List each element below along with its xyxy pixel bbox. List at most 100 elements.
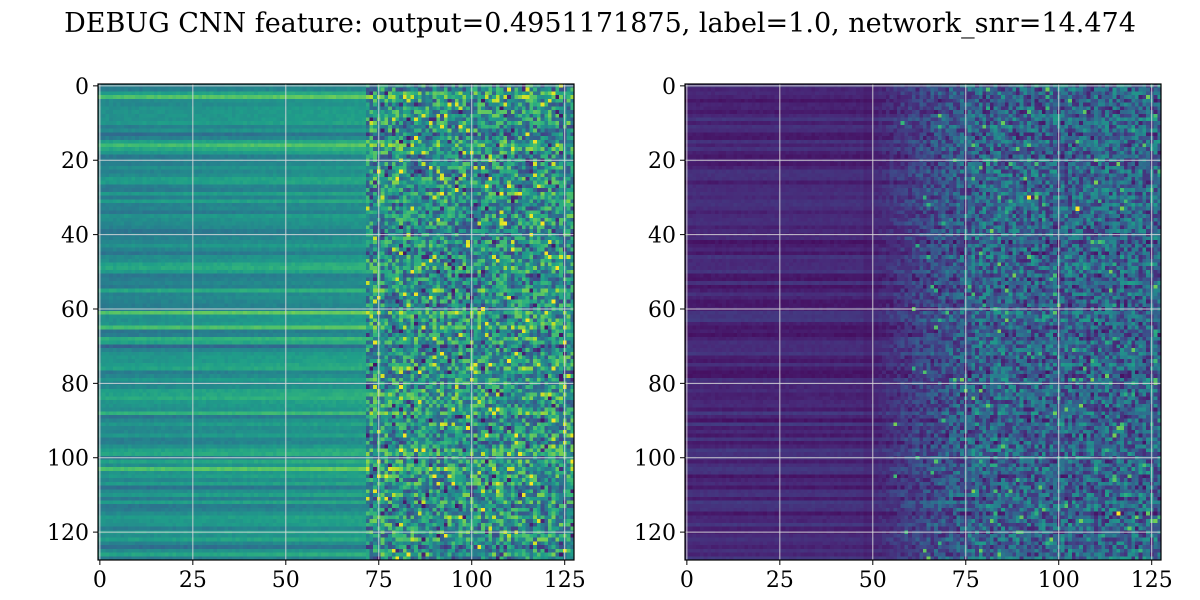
- heatmap-cell: [548, 214, 552, 218]
- heatmap-cell: [224, 170, 228, 174]
- heatmap-cell: [529, 188, 533, 192]
- heatmap-cell: [232, 91, 236, 95]
- heatmap-cell: [280, 162, 284, 166]
- heatmap-cell: [236, 218, 240, 222]
- heatmap-cell: [139, 129, 143, 133]
- heatmap-cell: [462, 103, 466, 107]
- heatmap-cell: [544, 144, 548, 148]
- heatmap-cell: [243, 144, 247, 148]
- heatmap-cell: [529, 106, 533, 110]
- heatmap-cell: [243, 88, 247, 92]
- heatmap-cell: [232, 155, 236, 159]
- heatmap-cell: [280, 192, 284, 196]
- heatmap-cell: [102, 199, 106, 203]
- heatmap-cell: [265, 210, 269, 214]
- heatmap-cell: [176, 144, 180, 148]
- heatmap-cell: [131, 140, 135, 144]
- heatmap-cell: [105, 88, 109, 92]
- heatmap-cell: [381, 218, 385, 222]
- heatmap-cell: [355, 151, 359, 155]
- heatmap-cell: [120, 199, 124, 203]
- heatmap-cell: [511, 91, 515, 95]
- heatmap-cell: [384, 117, 388, 121]
- heatmap-cell: [131, 210, 135, 214]
- heatmap-cell: [314, 99, 318, 103]
- heatmap-cell: [544, 147, 548, 151]
- heatmap-cell: [277, 147, 281, 151]
- heatmap-cell: [381, 188, 385, 192]
- heatmap-cell: [533, 192, 537, 196]
- heatmap-cell: [507, 91, 511, 95]
- heatmap-cell: [474, 203, 478, 207]
- heatmap-cell: [295, 196, 299, 200]
- heatmap-cell: [250, 177, 254, 181]
- heatmap-cell: [503, 184, 507, 188]
- heatmap-cell: [529, 121, 533, 125]
- heatmap-cell: [496, 125, 500, 129]
- heatmap-cell: [548, 218, 552, 222]
- heatmap-cell: [105, 99, 109, 103]
- heatmap-cell: [381, 88, 385, 92]
- heatmap-cell: [440, 192, 444, 196]
- heatmap-cell: [150, 117, 154, 121]
- heatmap-cell: [291, 132, 295, 136]
- heatmap-cell: [221, 166, 225, 170]
- heatmap-cell: [321, 147, 325, 151]
- heatmap-cell: [158, 177, 162, 181]
- heatmap-cell: [128, 147, 132, 151]
- heatmap-cell: [518, 88, 522, 92]
- heatmap-cell: [243, 207, 247, 211]
- heatmap-cell: [347, 177, 351, 181]
- heatmap-cell: [358, 199, 362, 203]
- heatmap-cell: [232, 136, 236, 140]
- heatmap-cell: [187, 192, 191, 196]
- heatmap-cell: [105, 147, 109, 151]
- heatmap-cell: [184, 151, 188, 155]
- heatmap-cell: [381, 151, 385, 155]
- heatmap-cell: [548, 155, 552, 159]
- heatmap-cell: [351, 129, 355, 133]
- heatmap-cell: [150, 203, 154, 207]
- heatmap-cell: [381, 225, 385, 229]
- heatmap-cell: [224, 203, 228, 207]
- heatmap-cell: [343, 170, 347, 174]
- heatmap-cell: [451, 199, 455, 203]
- heatmap-cell: [552, 218, 556, 222]
- heatmap-cell: [236, 207, 240, 211]
- heatmap-cell: [474, 95, 478, 99]
- heatmap-cell: [384, 203, 388, 207]
- heatmap-cell: [355, 125, 359, 129]
- heatmap-cell: [399, 177, 403, 181]
- heatmap-cell: [362, 177, 366, 181]
- heatmap-cell: [336, 91, 340, 95]
- heatmap-cell: [355, 184, 359, 188]
- heatmap-cell: [154, 103, 158, 107]
- heatmap-cell: [429, 166, 433, 170]
- heatmap-cell: [213, 210, 217, 214]
- heatmap-cell: [258, 125, 262, 129]
- heatmap-cell: [228, 144, 232, 148]
- heatmap-cell: [381, 95, 385, 99]
- heatmap-cell: [224, 218, 228, 222]
- heatmap-cell: [518, 188, 522, 192]
- heatmap-cell: [128, 203, 132, 207]
- heatmap-cell: [303, 99, 307, 103]
- heatmap-cell: [176, 188, 180, 192]
- heatmap-cell: [135, 181, 139, 185]
- heatmap-cell: [433, 210, 437, 214]
- heatmap-cell: [124, 222, 128, 226]
- heatmap-cell: [410, 177, 414, 181]
- heatmap-cell: [529, 214, 533, 218]
- heatmap-cell: [351, 218, 355, 222]
- heatmap-cell: [362, 125, 366, 129]
- heatmap-cell: [567, 136, 571, 140]
- heatmap-cell: [154, 184, 158, 188]
- heatmap-cell: [488, 203, 492, 207]
- heatmap-cell: [459, 162, 463, 166]
- heatmap-cell: [410, 196, 414, 200]
- heatmap-cell: [321, 114, 325, 118]
- heatmap-cell: [329, 155, 333, 159]
- heatmap-cell: [485, 121, 489, 125]
- heatmap-cell: [503, 88, 507, 92]
- heatmap-cell: [369, 147, 373, 151]
